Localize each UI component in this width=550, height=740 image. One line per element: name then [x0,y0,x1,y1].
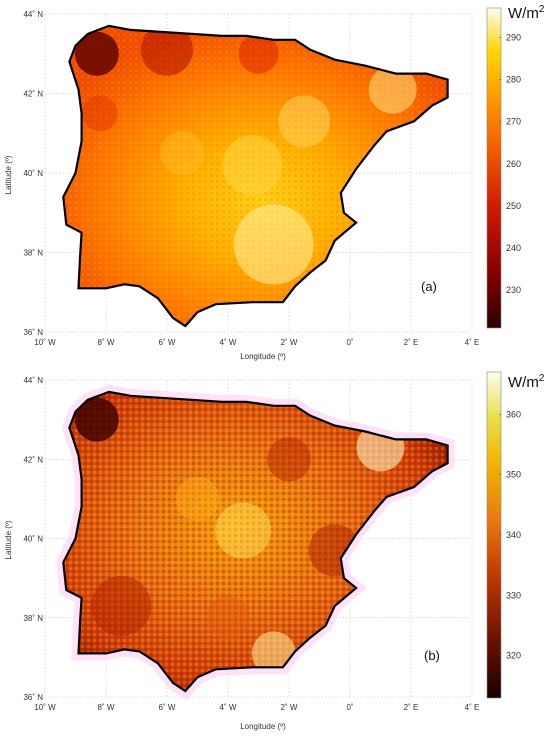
y-tick-label: 42˚ N [23,90,43,99]
unit-a: W/m2 [508,4,545,22]
x-tick-label: 6˚ W [159,338,176,347]
colorbar-tick-label: 240 [506,243,521,253]
map-b [56,384,455,701]
xlabel-a: Longitude (º) [240,352,286,361]
colorbar-a [486,7,502,329]
colorbar-tick-label: 350 [506,470,521,480]
colorbar-tick-label: 340 [506,530,521,540]
x-tick-label: 8˚ W [98,703,115,712]
colorbar-tick-label: 230 [506,285,521,295]
heat-patch [74,397,119,442]
colorbar-tick-label: 330 [506,590,521,600]
colorbar-tick-label: 250 [506,201,521,211]
panel-a: 10˚ W 8˚ W 6˚ W 4˚ W 2˚ W 0˚ 2˚ E 4˚ E 44˚ N 42˚… [4,4,545,361]
y-tick-label: 38˚ N [23,614,43,623]
heat-patch [160,131,205,176]
x-tick-label: 4˚ E [465,338,480,347]
heat-patch [222,135,283,196]
x-tick-label: 4˚ W [220,703,237,712]
colorbar-b [486,371,502,699]
colorbar-tick-label: 280 [506,75,521,85]
x-tick-label: 4˚ E [465,703,480,712]
xlabel-b: Longitude (º) [240,722,286,731]
heat-patch [368,65,417,114]
panel-label-b: (b) [424,648,440,663]
x-tick-label: 0˚ [346,338,353,347]
x-tick-label: 6˚ W [159,703,176,712]
x-tick-label: 4˚ W [220,338,237,347]
heat-patch [267,437,311,482]
panel-b: 10˚ W 8˚ W 6˚ W 4˚ W 2˚ W 0˚ 2˚ E 4˚ E 44˚ N 42˚… [4,371,545,731]
heat-patch [278,95,331,148]
y-tick-label: 44˚ N [23,10,43,19]
colorbar-tick-label: 320 [506,651,521,661]
y-tick-label: 42˚ N [23,455,43,464]
heat-patch [91,575,152,636]
x-tick-label: 8˚ W [98,338,115,347]
unit-b: W/m2 [508,373,545,391]
y-tick-label: 44˚ N [23,376,43,385]
colorbar-tick-label: 290 [506,32,521,42]
x-tick-label: 2˚ E [404,703,419,712]
x-tick-label: 2˚ W [281,338,298,347]
y-tick-label: 38˚ N [23,249,43,258]
x-tick-label: 2˚ W [281,703,298,712]
heat-patch [233,204,314,285]
x-tick-label: 10˚ W [34,338,56,347]
x-tick-label: 0˚ [346,703,353,712]
heat-patch [206,595,250,640]
coastline-b [62,390,449,693]
colorbar-tick-label: 270 [506,117,521,127]
heat-patch [215,502,272,559]
ylabel-a: Latitude (º) [4,155,13,194]
heat-patch [74,31,119,76]
coastline-a [62,24,449,328]
heat-patch [81,95,118,132]
y-tick-label: 40˚ N [23,535,43,544]
colorbar-tick-label: 260 [506,159,521,169]
map-a [62,24,449,328]
heat-patch [238,33,279,74]
colorbar-tick-label: 360 [506,409,521,419]
panel-label-a: (a) [421,279,437,294]
x-tick-label: 10˚ W [34,703,56,712]
y-tick-label: 40˚ N [23,169,43,178]
x-tick-label: 2˚ E [404,338,419,347]
y-tick-label: 36˚ N [23,328,43,337]
heat-patch [175,476,220,521]
y-tick-label: 36˚ N [23,693,43,702]
ylabel-b: Latitude (º) [4,520,13,559]
heat-patch [141,25,193,76]
